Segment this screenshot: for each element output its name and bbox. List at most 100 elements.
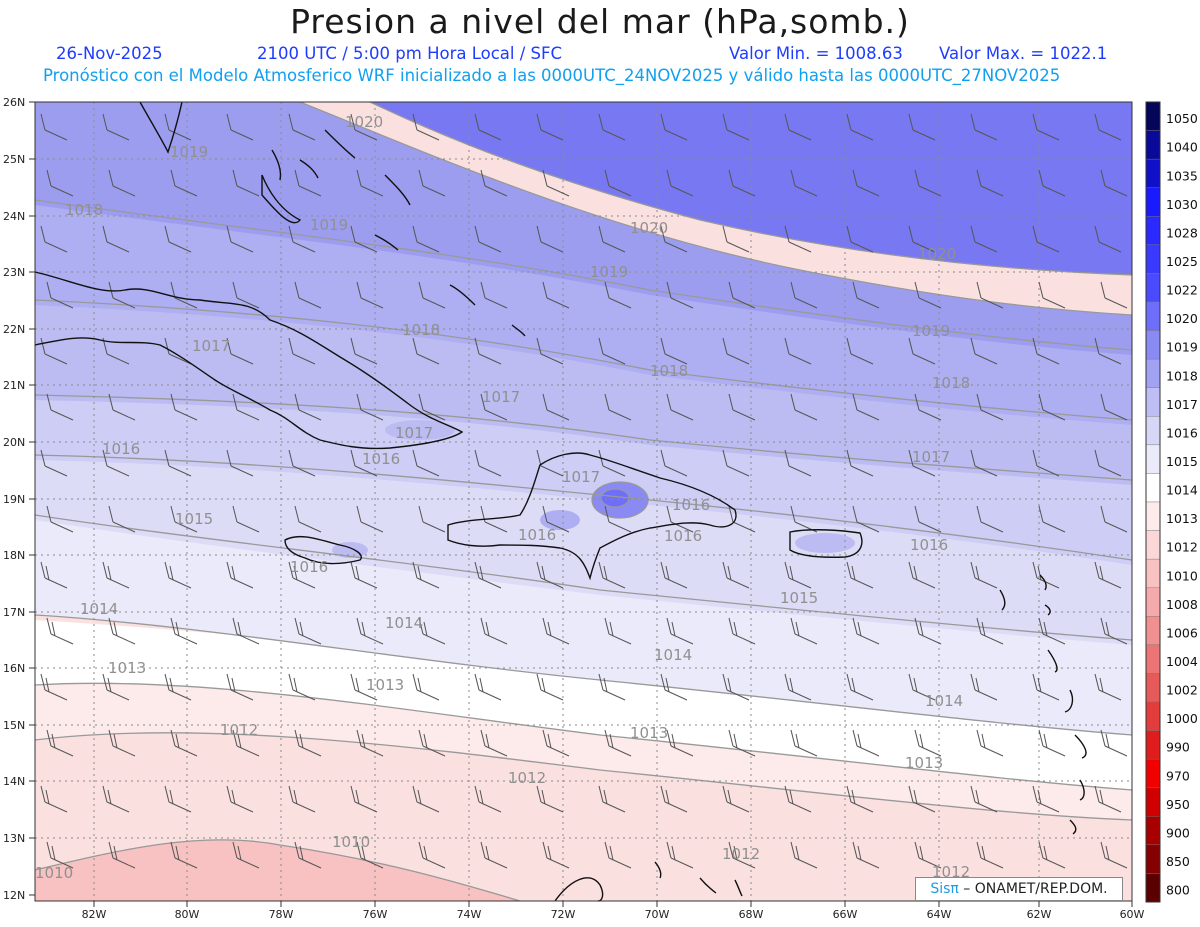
lat-label: 24N: [3, 210, 25, 223]
colorbar-swatch: [1145, 473, 1161, 503]
wind-barb: [170, 281, 198, 309]
wind-barb: [1100, 505, 1128, 533]
wind-barb: [170, 393, 198, 421]
colorbar-label: 1017: [1166, 397, 1198, 412]
wind-barb: [232, 841, 260, 869]
wind-barb: [1038, 505, 1066, 533]
wind-barb: [604, 281, 632, 309]
wind-barb: [356, 281, 384, 309]
wind-barb: [660, 337, 688, 365]
lon-label: 80W: [175, 908, 200, 921]
lat-label: 13N: [3, 832, 25, 845]
wind-barb: [728, 393, 756, 421]
wind-barb: [542, 169, 570, 197]
wind-barb: [1094, 561, 1122, 589]
wind-barb: [356, 841, 384, 869]
wind-barb: [418, 505, 446, 533]
wind-barb: [728, 841, 756, 869]
wind-barb: [46, 169, 74, 197]
wind-barb: [790, 617, 818, 645]
isobar-label: 1013: [108, 659, 146, 677]
latitude-labels: 26N 25N 24N 23N 22N 21N 20N 19N 18N 17N 16N 15N 14N 1…: [3, 96, 35, 902]
wind-barb: [288, 337, 316, 365]
wind-barb: [784, 337, 812, 365]
isobar-label: 1016: [290, 558, 328, 576]
wind-barb: [660, 673, 688, 701]
wind-barb: [846, 113, 874, 141]
wind-barb: [666, 729, 694, 757]
colorbar-swatch: [1145, 130, 1161, 160]
lat-label: 20N: [3, 436, 25, 449]
isobar-label: 1017: [482, 388, 520, 406]
wind-barb: [232, 617, 260, 645]
colorbar-label: 800: [1166, 883, 1190, 898]
wind-barb: [852, 505, 880, 533]
colorbar-swatch: [1145, 216, 1161, 246]
wind-barb: [1094, 449, 1122, 477]
isobar-label: 1016: [362, 450, 400, 468]
isobar-label: 1016: [518, 526, 556, 544]
colorbar-swatch: [1145, 701, 1161, 731]
wind-barb: [226, 113, 254, 141]
wind-barb: [1094, 337, 1122, 365]
wind-barb: [970, 673, 998, 701]
wind-barb: [164, 561, 192, 589]
wind-barb: [288, 225, 316, 253]
isobar-label: 1018: [65, 201, 103, 219]
isobar-label: 1012: [932, 863, 970, 881]
colorbar-swatch: [1145, 158, 1161, 188]
wind-barb: [412, 561, 440, 589]
wind-barb: [1094, 673, 1122, 701]
wind-barb: [294, 617, 322, 645]
wind-barb: [536, 673, 564, 701]
colorbar-label: 1030: [1166, 197, 1198, 212]
wind-barb: [542, 505, 570, 533]
model-info: Pronóstico con el Modelo Atmosferico WRF…: [43, 66, 1061, 85]
isobar-label: 1016: [672, 496, 710, 514]
forecast-date: 26-Nov-2025: [56, 44, 163, 63]
wind-barb: [852, 617, 880, 645]
wind-barb: [536, 113, 564, 141]
wind-barb: [474, 337, 502, 365]
colorbar-swatch: [1145, 301, 1161, 331]
wind-barb: [350, 337, 378, 365]
wind-barb: [604, 729, 632, 757]
wind-barb: [722, 337, 750, 365]
wind-barb: [294, 281, 322, 309]
wind-barb: [350, 225, 378, 253]
wind-barb: [474, 113, 502, 141]
wind-barb: [170, 729, 198, 757]
wind-barb: [480, 393, 508, 421]
wind-barb: [40, 673, 68, 701]
wind-barb: [852, 169, 880, 197]
wind-barb: [1100, 617, 1128, 645]
wind-barb: [226, 561, 254, 589]
wind-barb: [666, 281, 694, 309]
wind-barb: [1032, 113, 1060, 141]
isobar-labels: 1020 1019 1018 1019 1020 1019 1020 1018 1017 1018…: [35, 113, 970, 882]
wind-barb: [294, 169, 322, 197]
colorbar-label: 1010: [1166, 568, 1198, 583]
wind-barb: [970, 785, 998, 813]
puerto-rico-coast: [789, 529, 863, 558]
isobar-label: 1018: [402, 321, 440, 339]
wind-barb: [164, 449, 192, 477]
wind-barb: [852, 729, 880, 757]
isobar-label: 1010: [35, 864, 73, 882]
wind-barb: [542, 841, 570, 869]
isobar-label: 1010: [332, 833, 370, 851]
wind-barb: [356, 169, 384, 197]
wind-barb: [784, 225, 812, 253]
isobar-label: 1015: [175, 510, 213, 528]
wind-barb: [412, 337, 440, 365]
lon-label: 74W: [457, 908, 482, 921]
isobar-label: 1018: [932, 374, 970, 392]
credit-box: Sisπ – ONAMET/REP.DOM.: [915, 877, 1123, 901]
lat-label: 19N: [3, 493, 25, 506]
wind-barb: [536, 561, 564, 589]
hispaniola-coast: [447, 452, 737, 581]
wind-barb: [412, 225, 440, 253]
wind-barb: [908, 449, 936, 477]
wind-barb: [164, 225, 192, 253]
isobar-label: 1020: [918, 245, 956, 263]
